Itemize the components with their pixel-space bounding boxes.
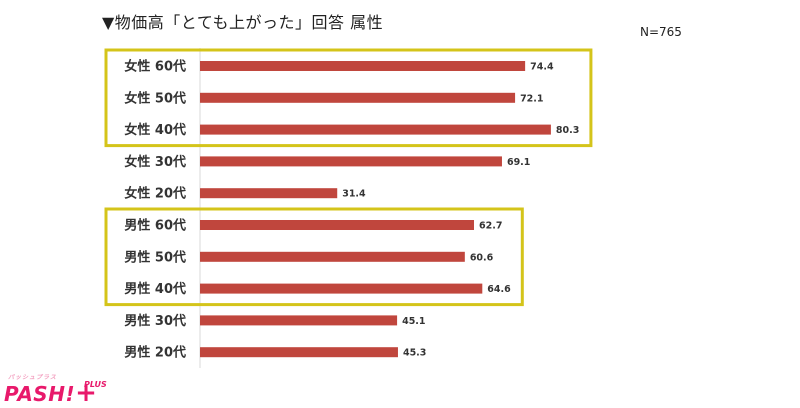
bar xyxy=(200,156,502,167)
bar xyxy=(200,283,483,294)
value-label: 45.1 xyxy=(402,316,425,327)
logo-text: PASH! xyxy=(4,382,76,406)
value-label: 80.3 xyxy=(556,125,579,136)
bar xyxy=(200,220,474,230)
category-label: 男性 40代 xyxy=(124,281,186,297)
bar xyxy=(200,92,516,103)
category-label: 男性 30代 xyxy=(124,313,186,329)
bar xyxy=(200,124,551,135)
bar xyxy=(200,347,398,358)
sample-size-label: N=765 xyxy=(640,25,682,39)
value-label: 60.6 xyxy=(470,252,494,263)
category-label: 女性 30代 xyxy=(124,154,186,170)
category-label: 女性 60代 xyxy=(124,59,186,75)
chart-title: ▼物価高「とても上がった」回答 属性 xyxy=(102,13,384,32)
bar xyxy=(200,251,465,262)
bar xyxy=(200,315,398,326)
value-label: 45.3 xyxy=(403,348,426,359)
bar xyxy=(200,61,526,71)
value-label: 72.1 xyxy=(520,93,543,104)
category-label: 女性 20代 xyxy=(124,186,186,202)
logo-kana: パッシュプラス xyxy=(8,374,57,381)
category-label: 男性 60代 xyxy=(124,218,186,234)
value-label: 69.1 xyxy=(507,157,530,168)
bar xyxy=(200,188,338,199)
site-logo: パッシュプラス PASH!+ PLUS xyxy=(4,374,107,408)
value-label: 74.4 xyxy=(530,62,554,73)
logo-sup: PLUS xyxy=(84,380,107,389)
logo-plus-mark: + xyxy=(75,378,97,408)
category-label: 女性 40代 xyxy=(124,122,186,138)
value-label: 64.6 xyxy=(487,284,511,295)
value-label: 62.7 xyxy=(479,221,502,232)
category-label: 男性 20代 xyxy=(124,345,186,361)
value-label: 31.4 xyxy=(342,189,366,200)
category-label: 男性 50代 xyxy=(124,249,186,265)
highlight-frame-2 xyxy=(104,207,524,307)
category-label: 女性 50代 xyxy=(124,90,186,106)
highlight-frame-1 xyxy=(104,48,593,148)
